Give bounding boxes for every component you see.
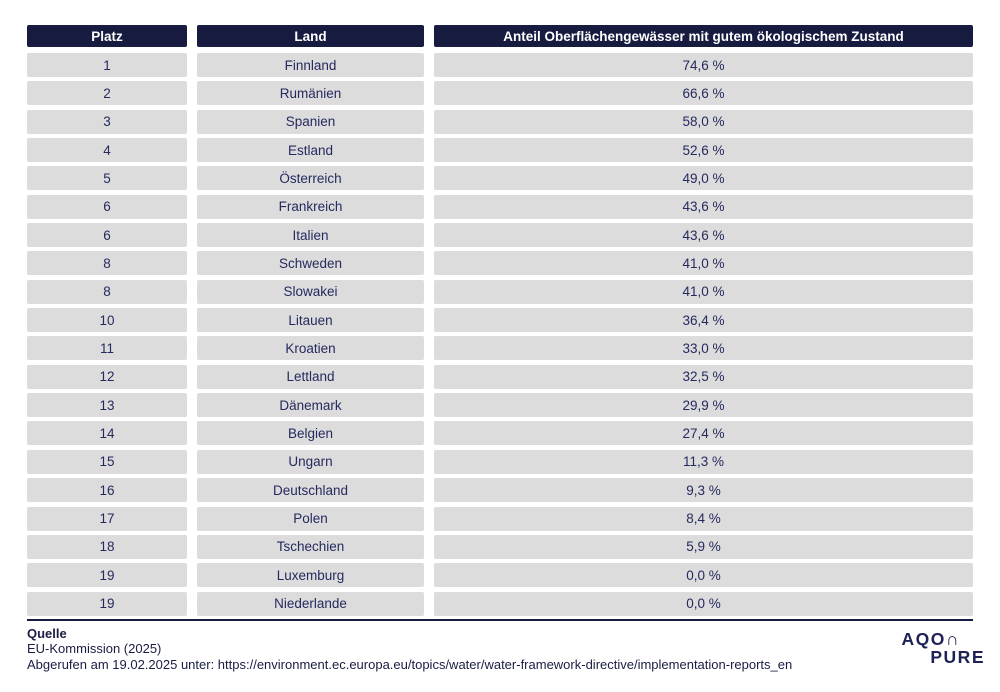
rank-cell: 17	[27, 506, 187, 531]
table-row: 19 Luxemburg 0,0 %	[27, 563, 973, 588]
rank-cell: 6	[27, 223, 187, 248]
rank-cell: 19	[27, 591, 187, 616]
logo-line1: AQO∩	[901, 629, 960, 649]
table-row: 3 Spanien 58,0 %	[27, 109, 973, 134]
rank-cell: 2	[27, 81, 187, 106]
value-cell: 27,4 %	[434, 421, 973, 446]
table-row: 4 Estland 52,6 %	[27, 138, 973, 163]
value-cell: 49,0 %	[434, 166, 973, 191]
value-cell: 29,9 %	[434, 393, 973, 418]
rank-cell: 3	[27, 109, 187, 134]
value-cell: 8,4 %	[434, 506, 973, 531]
table-row: 15 Ungarn 11,3 %	[27, 449, 973, 474]
rank-cell: 10	[27, 308, 187, 333]
source-name: EU-Kommission (2025)	[27, 641, 162, 657]
rank-cell: 8	[27, 251, 187, 276]
value-cell: 41,0 %	[434, 251, 973, 276]
value-cell: 9,3 %	[434, 478, 973, 503]
country-cell: Rumänien	[197, 81, 424, 106]
table-row: 8 Slowakei 41,0 %	[27, 279, 973, 304]
column-header-land: Land	[197, 25, 424, 47]
value-cell: 66,6 %	[434, 81, 973, 106]
value-cell: 0,0 %	[434, 563, 973, 588]
rank-cell: 18	[27, 534, 187, 559]
country-cell: Deutschland	[197, 478, 424, 503]
rank-cell: 16	[27, 478, 187, 503]
country-cell: Belgien	[197, 421, 424, 446]
source-footer: Quelle EU-Kommission (2025) Abgerufen am…	[27, 626, 973, 673]
table-row: 2 Rumänien 66,6 %	[27, 81, 973, 106]
table-row: 6 Italien 43,6 %	[27, 223, 973, 248]
rank-cell: 19	[27, 563, 187, 588]
value-cell: 11,3 %	[434, 449, 973, 474]
column-header-anteil: Anteil Oberflächengewässer mit gutem öko…	[434, 25, 973, 47]
table-row: 14 Belgien 27,4 %	[27, 421, 973, 446]
country-cell: Frankreich	[197, 194, 424, 219]
table-row: 12 Lettland 32,5 %	[27, 364, 973, 389]
rank-cell: 5	[27, 166, 187, 191]
aqon-pure-logo: AQO∩ PURE	[902, 630, 986, 666]
value-cell: 41,0 %	[434, 279, 973, 304]
table-row: 1 Finnland 74,6 %	[27, 53, 973, 77]
rank-cell: 6	[27, 194, 187, 219]
table-row: 11 Kroatien 33,0 %	[27, 336, 973, 361]
rank-cell: 11	[27, 336, 187, 361]
country-cell: Polen	[197, 506, 424, 531]
value-cell: 33,0 %	[434, 336, 973, 361]
table-row: 13 Dänemark 29,9 %	[27, 393, 973, 418]
value-cell: 5,9 %	[434, 534, 973, 559]
country-cell: Litauen	[197, 308, 424, 333]
rank-cell: 14	[27, 421, 187, 446]
country-cell: Kroatien	[197, 336, 424, 361]
logo-line2: PURE	[930, 647, 985, 667]
table-row: 16 Deutschland 9,3 %	[27, 478, 973, 503]
country-cell: Finnland	[197, 53, 424, 77]
footer-divider	[27, 618, 973, 621]
value-cell: 58,0 %	[434, 109, 973, 134]
country-cell: Spanien	[197, 109, 424, 134]
country-cell: Slowakei	[197, 279, 424, 304]
table-row: 18 Tschechien 5,9 %	[27, 534, 973, 559]
table-row: 5 Österreich 49,0 %	[27, 166, 973, 191]
column-header-platz: Platz	[27, 25, 187, 47]
country-cell: Österreich	[197, 166, 424, 191]
table-row: 8 Schweden 41,0 %	[27, 251, 973, 276]
rank-cell: 12	[27, 364, 187, 389]
country-cell: Schweden	[197, 251, 424, 276]
value-cell: 32,5 %	[434, 364, 973, 389]
country-cell: Estland	[197, 138, 424, 163]
table-body: 1 Finnland 74,6 % 2 Rumänien 66,6 % 3 Spanien 58…	[27, 53, 973, 616]
country-cell: Dänemark	[197, 393, 424, 418]
value-cell: 74,6 %	[434, 53, 973, 77]
rank-cell: 4	[27, 138, 187, 163]
value-cell: 43,6 %	[434, 223, 973, 248]
rank-cell: 13	[27, 393, 187, 418]
table-row: 19 Niederlande 0,0 %	[27, 591, 973, 616]
value-cell: 52,6 %	[434, 138, 973, 163]
rank-cell: 8	[27, 279, 187, 304]
ranking-table: Platz Land Anteil Oberflächengewässer mi…	[27, 25, 973, 616]
country-cell: Ungarn	[197, 449, 424, 474]
country-cell: Italien	[197, 223, 424, 248]
value-cell: 36,4 %	[434, 308, 973, 333]
source-retrieved-line: Abgerufen am 19.02.2025 unter: https://e…	[27, 657, 793, 673]
country-cell: Lettland	[197, 364, 424, 389]
rank-cell: 1	[27, 53, 187, 77]
rank-cell: 15	[27, 449, 187, 474]
country-cell: Niederlande	[197, 591, 424, 616]
source-label: Quelle	[27, 625, 67, 641]
table-header-row: Platz Land Anteil Oberflächengewässer mi…	[27, 25, 973, 47]
table-row: 6 Frankreich 43,6 %	[27, 194, 973, 219]
table-row: 10 Litauen 36,4 %	[27, 308, 973, 333]
value-cell: 43,6 %	[434, 194, 973, 219]
value-cell: 0,0 %	[434, 591, 973, 616]
table-row: 17 Polen 8,4 %	[27, 506, 973, 531]
country-cell: Tschechien	[197, 534, 424, 559]
country-cell: Luxemburg	[197, 563, 424, 588]
